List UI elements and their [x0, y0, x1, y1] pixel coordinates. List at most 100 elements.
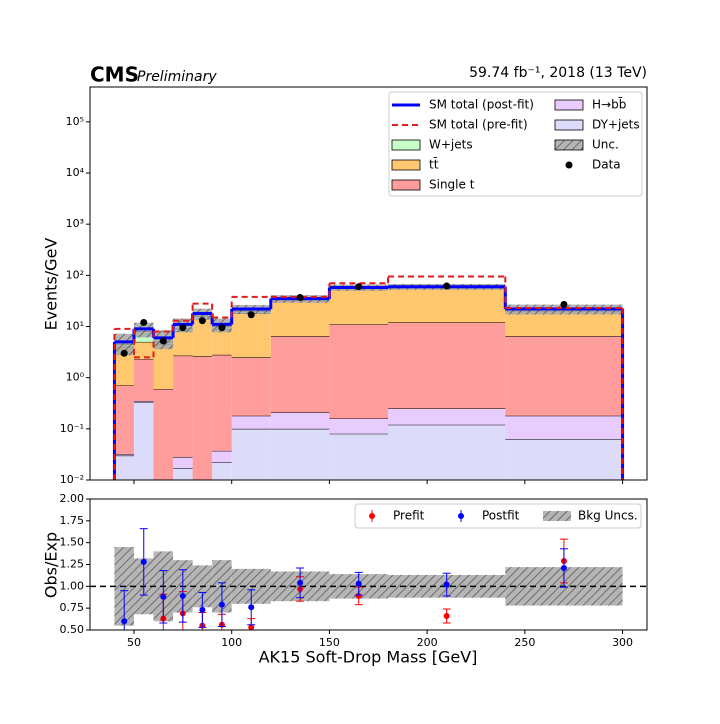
data-point	[199, 317, 206, 324]
ratio-point	[248, 624, 254, 630]
stack-bar	[212, 451, 232, 463]
ratio-point	[297, 580, 303, 586]
stack-bar	[505, 311, 622, 336]
ratio-point	[444, 582, 450, 588]
ratio-point	[561, 565, 567, 571]
legend-handle	[392, 160, 420, 170]
ratio-plot	[90, 529, 647, 652]
y-tick-label: 2.00	[60, 492, 85, 505]
legend-label: DY+jets	[592, 118, 640, 132]
stack-bar	[271, 412, 330, 428]
lumi-label: 59.74 fb⁻¹, 2018 (13 TeV)	[469, 65, 647, 81]
y-tick-label: 10³	[66, 217, 84, 230]
legend-handle	[458, 513, 464, 519]
ratio-point	[444, 613, 450, 619]
stack-bar	[193, 319, 213, 356]
ratio-point	[356, 581, 362, 587]
stack-bar	[114, 456, 134, 480]
stack-bar	[114, 386, 134, 455]
y-axis-label: Events/GeV	[42, 238, 61, 331]
upper-plot	[114, 276, 622, 491]
data-point	[121, 350, 128, 357]
y-tick-label: 10⁻²	[60, 473, 84, 486]
stack-bar	[134, 402, 154, 480]
x-axis-label: AK15 Soft-Drop Mass [GeV]	[259, 648, 478, 667]
y-tick-label: 0.50	[60, 623, 85, 636]
stack-bar	[329, 418, 388, 433]
cms-label: CMS	[90, 63, 139, 87]
y-tick-label: 10²	[66, 268, 84, 281]
ratio-point	[160, 594, 166, 600]
ratio-point	[121, 618, 127, 624]
stack-bar	[271, 336, 330, 412]
stack-bar	[212, 355, 232, 451]
stack-bar	[505, 416, 622, 439]
stack-bar	[212, 462, 232, 480]
legend-label: Data	[592, 158, 621, 172]
stack-bar	[329, 434, 388, 480]
stack-bar	[212, 329, 232, 355]
x-tick-label: 150	[319, 636, 340, 649]
stack-bar	[154, 389, 174, 480]
y-tick-label: 10⁻¹	[60, 422, 84, 435]
stack-bar	[388, 288, 505, 323]
stack-bar	[329, 289, 388, 325]
preliminary-label: Preliminary	[137, 69, 217, 85]
legend-label: Postfit	[482, 509, 520, 523]
legend-label: W+jets	[429, 138, 473, 152]
legend-label: SM total (pre-fit)	[429, 118, 528, 132]
stack-bar	[329, 324, 388, 418]
y-axis-label: Obs/Exp	[42, 532, 61, 598]
legend-handle	[543, 511, 571, 521]
ratio-point	[199, 607, 205, 613]
legend-label: SM total (post-fit)	[429, 98, 534, 112]
stack-bar	[173, 331, 193, 355]
stack-bar	[232, 357, 271, 415]
data-point	[160, 338, 167, 345]
y-tick-label: 10⁵	[66, 115, 84, 128]
data-point	[140, 319, 147, 326]
stack-bar	[232, 416, 271, 429]
y-tick-label: 10⁴	[66, 166, 85, 179]
stack-bar	[134, 359, 154, 401]
x-tick-label: 250	[514, 636, 535, 649]
y-tick-label: 1.50	[60, 536, 85, 549]
legend-handle	[392, 140, 420, 150]
legend-label: tt̄	[429, 157, 439, 171]
legend-handle	[566, 162, 573, 169]
x-tick-label: 300	[612, 636, 633, 649]
legend-handle	[369, 513, 375, 519]
legend-handle	[555, 100, 583, 110]
legend-handle	[392, 180, 420, 190]
y-tick-label: 1.75	[60, 514, 85, 527]
stack-bar	[193, 356, 213, 480]
x-tick-label: 100	[221, 636, 242, 649]
y-tick-label: 1.00	[60, 579, 85, 592]
x-tick-label: 50	[127, 636, 141, 649]
stack-bar	[154, 480, 174, 491]
legend-label: H→bb̄	[592, 97, 626, 111]
stack-bar	[232, 313, 271, 357]
ratio-point	[180, 593, 186, 599]
stack-bar	[388, 322, 505, 408]
stack-bar	[271, 429, 330, 480]
data-point	[443, 282, 450, 289]
legend-label: Single t	[429, 178, 475, 192]
legend-handle	[555, 120, 583, 130]
legend-label: Bkg Uncs.	[578, 509, 638, 523]
stack-bar	[193, 480, 213, 491]
stack-bar	[505, 439, 622, 480]
y-tick-label: 10¹	[66, 320, 84, 333]
ratio-point	[219, 602, 225, 608]
y-tick-label: 0.75	[60, 601, 85, 614]
stack-bar	[173, 468, 193, 480]
ratio-point	[141, 559, 147, 565]
data-point	[355, 283, 362, 290]
data-point	[218, 324, 225, 331]
stack-bar	[388, 408, 505, 424]
data-point	[248, 311, 255, 318]
legend-label: Prefit	[393, 509, 425, 523]
y-tick-label: 10⁰	[66, 371, 85, 384]
stack-bar	[271, 300, 330, 336]
